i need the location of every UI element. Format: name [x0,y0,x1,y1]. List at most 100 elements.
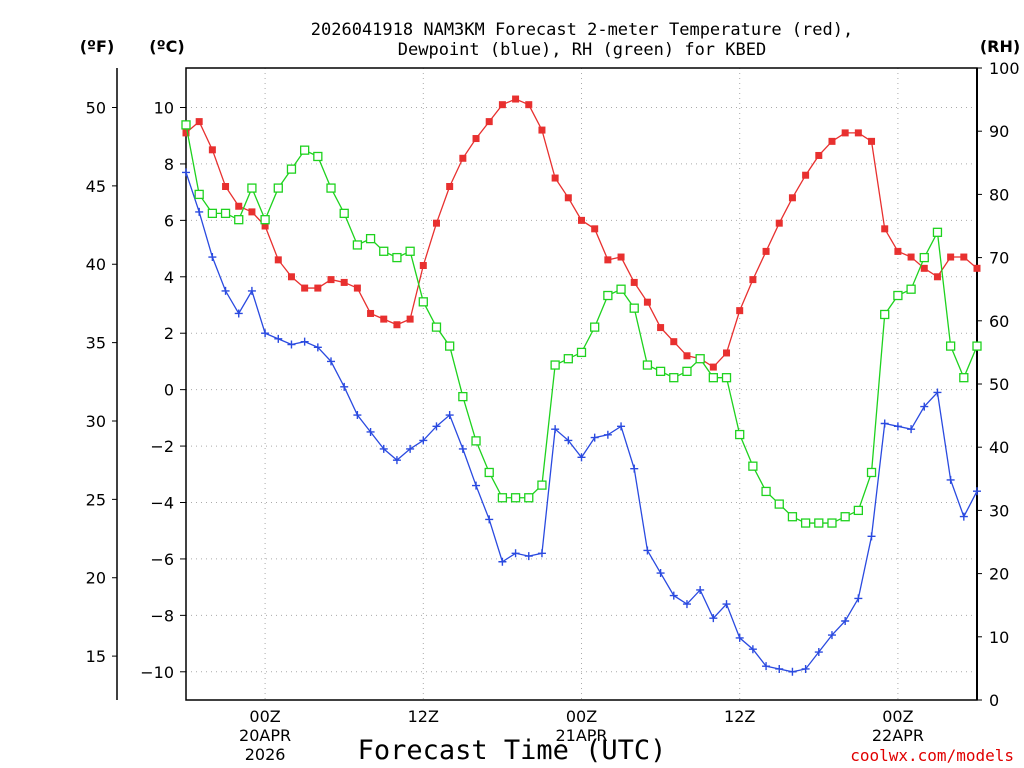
temperature-point [538,126,546,134]
fahrenheit-tick-label: 50 [86,99,106,118]
temperature-point [525,101,533,109]
temperature-point [551,174,559,182]
dewpoint-point [801,664,810,673]
temperature-point [920,264,928,272]
temperature-point [195,118,203,126]
rh-point [458,391,468,402]
rh-tick-label: 60 [989,312,1009,331]
temperature-point [617,253,625,261]
rh-point [273,183,283,193]
rh-point [247,183,257,193]
temperature-point [657,324,665,332]
temperature-point [973,264,981,272]
celsius-tick-label: −4 [150,494,174,513]
dewpoint-point [182,168,190,177]
temperature-point [604,256,612,264]
temperature-point [868,137,876,145]
temperature-point [630,278,638,286]
temperature-point [353,284,361,292]
temperature-point [222,183,230,190]
grid-lines [186,68,977,700]
temperature-point [947,253,955,261]
temperature-point [340,278,348,286]
rh-point [497,493,508,503]
celsius-tick-label: −10 [140,663,174,682]
rh-point [695,354,705,364]
rh-point [708,373,718,383]
temperature-point [683,352,691,360]
temperature-point [854,129,862,137]
dewpoint-point [814,648,823,657]
temperature-point [446,183,454,190]
dewpoint-point [907,425,916,434]
celsius-tick-label: 6 [164,211,174,230]
dewpoint-point [748,645,757,654]
dewpoint-point [221,286,230,295]
temperature-point [261,222,269,230]
x-axis-label: Forecast Time (UTC) [358,735,667,766]
temperature-point [564,194,572,202]
celsius-tick-label: −8 [150,606,174,625]
x-tick-date: 22APR [872,726,924,745]
rh-tick-label: 100 [989,59,1020,78]
rh-point [616,284,626,294]
dewpoint-point [775,664,784,673]
temperature-point [960,253,968,261]
chart-title-line1: 2026041918 NAM3KM Forecast 2-meter Tempe… [311,20,853,40]
dewpoint-point [696,585,705,594]
x-tick-label: 00Z [566,707,597,726]
temperature-point [380,315,388,323]
temperature-point [591,225,599,233]
dewpoint-point [643,546,652,555]
dewpoint-point [788,667,797,676]
temperature-point [459,154,467,162]
rh-point [234,215,244,225]
dewpoint-point [208,253,217,262]
dewpoint-point [946,475,955,484]
rh-point [590,322,600,332]
dewpoint-point [195,207,204,216]
rh-point [260,215,270,225]
dewpoint-point [419,436,428,445]
dewpoint-point [366,427,375,436]
dewpoint-point [472,481,481,490]
temperature-point [419,262,427,269]
rh-point [787,512,798,522]
rh-tick-label: 10 [989,628,1009,647]
rh-point [840,512,850,522]
dewpoint-point [498,557,507,566]
dewpoint-point [247,286,256,295]
rh-point [919,252,929,263]
celsius-tick-label: 2 [164,324,174,343]
rh-point [537,480,547,490]
temperature-point [709,363,717,371]
dewpoint-point [669,591,678,600]
rh-point [774,499,784,509]
celsius-unit-label: (ºC) [149,37,184,56]
credit-text: coolwx.com/models [850,746,1014,765]
x-tick-label: 12Z [724,707,755,726]
rh-point [629,303,639,313]
fahrenheit-tick-label: 20 [86,569,106,588]
dewpoint-point [827,631,836,640]
dewpoint-point [841,617,850,625]
fahrenheit-tick-label: 45 [86,177,106,196]
dewpoint-point [511,549,520,558]
x-tick-date: 21APR [555,726,607,745]
rh-point [932,227,943,237]
temperature-point [749,276,757,284]
x-tick-year: 2026 [245,745,286,764]
rh-point [655,366,666,377]
dewpoint-point [524,552,533,561]
rh-point [326,183,336,193]
rh-point [682,366,692,377]
dewpoint-point [920,402,929,411]
dewpoint-point [485,515,494,524]
dewpoint-point [617,422,626,431]
temperature-point [881,225,889,233]
dewpoint-point [682,600,691,609]
rh-unit-label: (RH) [980,37,1020,56]
temperature-point [828,137,836,145]
dewpoint-point [590,433,599,442]
